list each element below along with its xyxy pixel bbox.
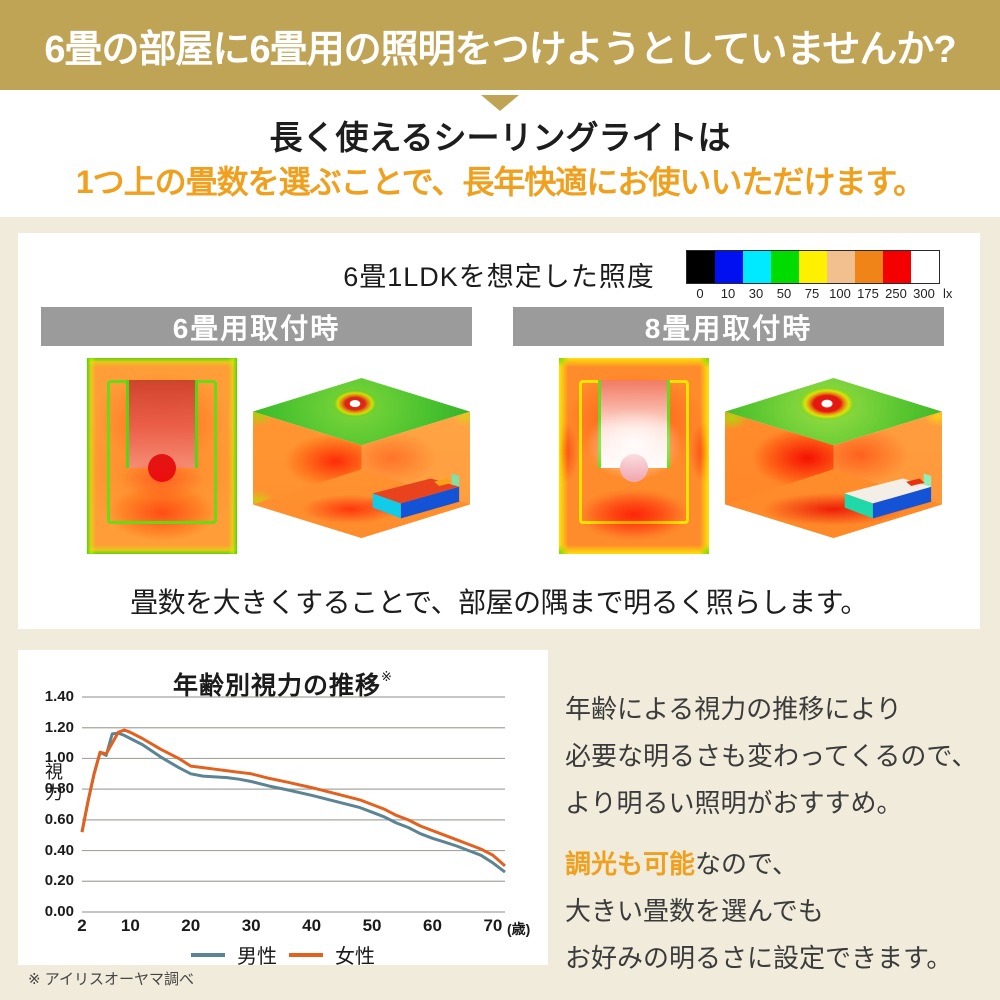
lux-tick-label: 100 — [829, 286, 851, 301]
y-tick-label: 1.40 — [44, 688, 74, 705]
chart-title-text: 年齢別視力の推移 — [173, 672, 382, 700]
vision-note: 年齢による視力の推移により 必要な明るさも変わってくるので、 より明るい照明がお… — [565, 686, 990, 982]
lux-segment — [771, 251, 799, 283]
panel-8tatami-header-label: 8畳用取付時 — [644, 312, 813, 344]
line-series-女性 — [80, 728, 506, 868]
note-line: 大きい畳数を選んでも — [565, 896, 824, 926]
heatmap-floorplan-6tatami — [87, 358, 237, 554]
panel-6tatami: 6畳用取付時 — [41, 307, 472, 568]
note-highlight-rest: なので、 — [695, 849, 798, 879]
panel-6tatami-header-label: 6畳用取付時 — [172, 312, 341, 344]
lux-segment — [911, 251, 939, 283]
heatmap-panels: 6畳用取付時 — [41, 307, 944, 568]
lux-segment — [743, 251, 771, 283]
lux-scale-legend: 0 10 30 50 75 100 175 250 300 lx — [686, 250, 952, 301]
chart-title-note-mark: ※ — [381, 668, 393, 684]
ceiling-light-spot — [148, 454, 176, 482]
lux-segment — [687, 251, 715, 283]
y-tick-label: 0.00 — [44, 903, 74, 920]
note-line: 年齢による視力の推移により — [565, 694, 902, 724]
vision-line-chart — [80, 696, 506, 913]
heatmap-room3d-8tatami — [725, 378, 942, 538]
floorplan-bed-area — [598, 380, 670, 468]
banner-text: 6畳の部屋に6畳用の照明をつけようとしていませんか? — [44, 28, 956, 71]
note-line: 必要な明るさも変わってくるので、 — [565, 741, 978, 771]
panel-8tatami-header: 8畳用取付時 — [513, 307, 944, 346]
arrow-down-icon — [481, 95, 519, 111]
lux-tick-label: 175 — [857, 286, 879, 301]
note-highlight: 調光も可能 — [565, 849, 696, 879]
x-tick-label: 70 — [483, 916, 503, 935]
x-tick-label: 30 — [241, 916, 261, 935]
panel-8tatami: 8畳用取付時 — [513, 307, 944, 568]
lux-scale-labels: 0 10 30 50 75 100 175 250 300 lx — [686, 286, 952, 301]
ceiling-light-spot — [620, 454, 648, 482]
x-tick-label: 40 — [302, 916, 322, 935]
bed-illustration — [372, 473, 459, 519]
heatmap-room3d-6tatami — [253, 378, 470, 538]
lux-segment — [715, 251, 743, 283]
y-tick-label: 0.80 — [44, 780, 74, 798]
footnote: ※ アイリスオーヤマ調べ — [28, 971, 194, 988]
vision-chart-card: 年齢別視力の推移※ 視力 0.00 0.20 0.40 0.60 0.80 1.00 1.2… — [18, 650, 548, 968]
chart-x-axis-unit: (歳) — [507, 921, 531, 937]
lux-segment — [883, 251, 911, 283]
lux-tick-label: 75 — [804, 286, 820, 301]
panel-6tatami-header: 6畳用取付時 — [41, 307, 472, 346]
x-tick-label: 20 — [181, 916, 201, 935]
lux-unit-label: lx — [943, 286, 953, 301]
note-line: より明るい照明がおすすめ。 — [565, 788, 903, 818]
legend-label-female: 女性 — [335, 946, 375, 968]
y-tick-label: 0.20 — [44, 872, 74, 890]
illuminance-title: 6畳1LDKを想定した照度 — [343, 262, 655, 292]
x-tick-label: 50 — [362, 916, 382, 935]
note-line-highlighted: 調光も可能なので、 — [565, 841, 990, 888]
bed-illustration — [844, 473, 931, 519]
y-tick-label: 0.40 — [44, 841, 74, 859]
note-line: お好みの明るさに設定できます。 — [565, 943, 953, 973]
lux-color-bar — [686, 250, 940, 284]
panel-6tatami-body — [41, 346, 472, 568]
lux-tick-label: 300 — [913, 286, 935, 301]
illuminance-card: 6畳1LDKを想定した照度 0 10 30 50 75 100 175 250 300 lx 6畳… — [18, 233, 980, 629]
lux-tick-label: 10 — [720, 286, 736, 301]
lux-segment — [827, 251, 855, 283]
lux-tick-label: 250 — [885, 286, 907, 301]
x-tick-label: 10 — [120, 916, 140, 935]
intro-subheadline: 1つ上の畳数を選ぶことで、長年快適にお使いいただけます。 — [75, 164, 925, 200]
x-tick-label: 60 — [423, 916, 442, 935]
lux-tick-label: 30 — [748, 286, 764, 301]
y-tick-label: 1.00 — [44, 749, 74, 767]
intro-section: 長く使えるシーリングライトは 1つ上の畳数を選ぶことで、長年快適にお使いいただけ… — [0, 90, 1000, 217]
y-tick-label: 0.60 — [44, 810, 74, 828]
chart-legend: 男性 女性 — [18, 940, 548, 969]
legend-swatch-male — [191, 952, 225, 957]
floorplan-bed-area — [126, 380, 198, 468]
line-series-男性 — [80, 731, 506, 874]
legend-swatch-female — [289, 952, 323, 957]
top-banner: 6畳の部屋に6畳用の照明をつけようとしていませんか? — [0, 0, 1000, 90]
y-tick-label: 1.20 — [44, 718, 74, 736]
chart-y-axis-label: 視力 — [43, 762, 63, 804]
intro-headline: 長く使えるシーリングライトは — [269, 119, 731, 156]
panel-8tatami-body — [513, 346, 944, 568]
lux-tick-label: 0 — [696, 286, 704, 301]
legend-label-male: 男性 — [237, 946, 277, 968]
lux-segment — [855, 251, 883, 283]
heatmap-floorplan-8tatami — [559, 358, 709, 554]
lux-segment — [799, 251, 827, 283]
x-tick-label: 2 — [77, 916, 87, 935]
illuminance-caption: 畳数を大きくすることで、部屋の隅まで明るく照らします。 — [130, 587, 868, 618]
lux-tick-label: 50 — [776, 286, 792, 301]
chart-title: 年齢別視力の推移※ — [18, 666, 548, 702]
